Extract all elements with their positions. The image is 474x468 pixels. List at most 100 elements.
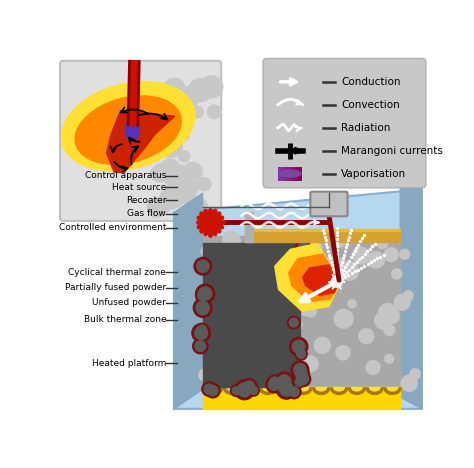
Circle shape (347, 299, 357, 308)
Circle shape (244, 381, 255, 392)
Text: Conduction: Conduction (341, 77, 401, 87)
Circle shape (162, 185, 185, 208)
Circle shape (293, 366, 310, 382)
Circle shape (208, 386, 218, 396)
Circle shape (192, 324, 210, 342)
Circle shape (292, 340, 305, 353)
Circle shape (253, 242, 265, 254)
Circle shape (289, 318, 303, 332)
Circle shape (193, 299, 212, 317)
Circle shape (204, 384, 214, 394)
Circle shape (241, 379, 257, 395)
Polygon shape (245, 231, 400, 242)
Text: Heated platform: Heated platform (92, 358, 166, 368)
Circle shape (298, 248, 312, 262)
Circle shape (293, 376, 305, 388)
Circle shape (403, 291, 413, 301)
Circle shape (246, 356, 255, 366)
Circle shape (264, 239, 282, 256)
Polygon shape (107, 111, 175, 172)
Circle shape (255, 285, 269, 299)
Circle shape (230, 385, 242, 396)
Circle shape (295, 241, 311, 257)
Polygon shape (245, 229, 400, 231)
Circle shape (198, 325, 207, 334)
Circle shape (250, 387, 258, 395)
Circle shape (275, 372, 294, 391)
Circle shape (217, 277, 227, 286)
Circle shape (378, 303, 397, 322)
Circle shape (198, 177, 211, 191)
Circle shape (196, 284, 215, 303)
Circle shape (309, 361, 318, 371)
Circle shape (296, 299, 313, 316)
Circle shape (297, 243, 309, 254)
Circle shape (383, 324, 395, 336)
Circle shape (297, 247, 309, 258)
Circle shape (310, 239, 321, 249)
Circle shape (191, 106, 203, 118)
Circle shape (197, 260, 209, 272)
Circle shape (288, 369, 298, 379)
Circle shape (280, 271, 293, 285)
Circle shape (189, 79, 212, 102)
Circle shape (266, 335, 277, 345)
Circle shape (248, 304, 259, 314)
Circle shape (410, 368, 421, 380)
Circle shape (153, 102, 165, 114)
Circle shape (284, 265, 302, 283)
Polygon shape (245, 212, 253, 242)
Circle shape (294, 364, 306, 376)
Circle shape (291, 361, 309, 379)
Circle shape (202, 382, 216, 396)
Circle shape (340, 262, 359, 281)
Circle shape (206, 383, 220, 398)
Circle shape (160, 159, 181, 180)
Circle shape (298, 357, 313, 372)
Circle shape (203, 288, 220, 306)
Circle shape (298, 374, 309, 384)
Circle shape (288, 286, 306, 304)
Circle shape (293, 360, 305, 372)
Circle shape (147, 109, 168, 130)
Circle shape (207, 105, 221, 118)
Circle shape (358, 328, 374, 344)
Polygon shape (202, 387, 400, 390)
FancyBboxPatch shape (310, 192, 347, 216)
FancyBboxPatch shape (263, 58, 426, 188)
Circle shape (297, 341, 306, 350)
Circle shape (296, 372, 311, 387)
Circle shape (144, 90, 164, 109)
Circle shape (274, 374, 293, 393)
Polygon shape (202, 387, 400, 409)
Text: Control apparatus: Control apparatus (85, 171, 166, 180)
Circle shape (268, 348, 285, 365)
Circle shape (198, 290, 209, 301)
Text: Heat source: Heat source (112, 183, 166, 192)
Text: Gas flow: Gas flow (128, 210, 166, 219)
Circle shape (170, 187, 187, 205)
Text: Unfused powder: Unfused powder (92, 298, 166, 307)
Circle shape (204, 272, 218, 286)
Circle shape (401, 375, 418, 392)
Circle shape (243, 339, 256, 353)
Circle shape (374, 311, 392, 329)
Polygon shape (174, 190, 422, 409)
Circle shape (332, 278, 343, 288)
Circle shape (297, 350, 305, 358)
Circle shape (287, 385, 301, 399)
Circle shape (222, 329, 231, 339)
Circle shape (178, 129, 189, 141)
Circle shape (268, 375, 282, 389)
Circle shape (197, 303, 209, 315)
Circle shape (242, 312, 254, 324)
Circle shape (194, 300, 211, 317)
Circle shape (155, 198, 170, 213)
Circle shape (295, 378, 303, 386)
Circle shape (183, 184, 195, 196)
Circle shape (289, 318, 298, 327)
Circle shape (290, 337, 308, 356)
Circle shape (201, 245, 212, 257)
Ellipse shape (62, 82, 195, 171)
Text: Recoater: Recoater (126, 196, 166, 205)
